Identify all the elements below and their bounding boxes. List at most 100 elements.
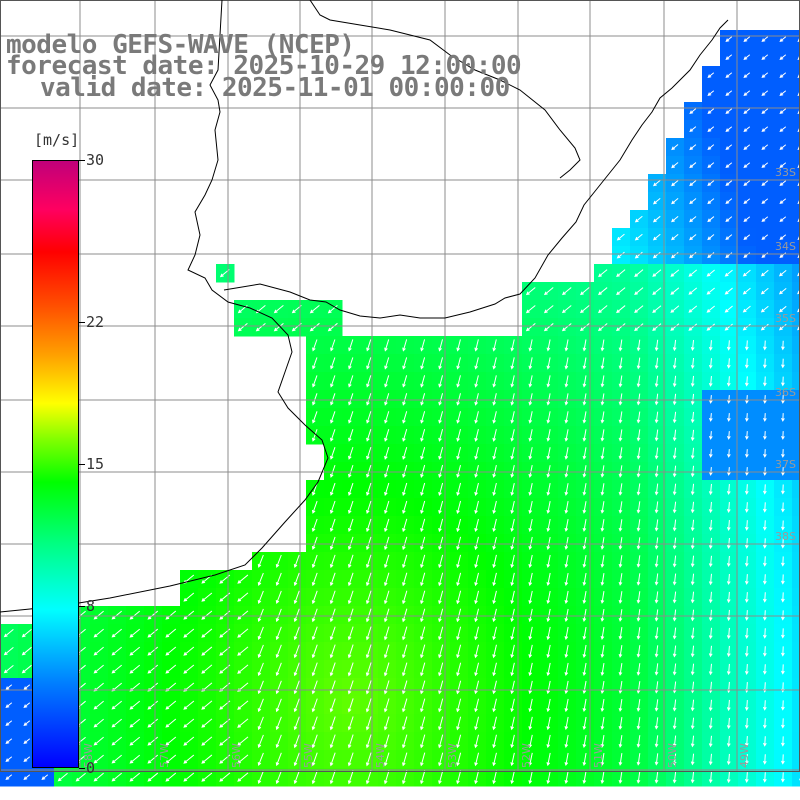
colorbar-tick-label: 30 bbox=[86, 151, 105, 169]
wind-arrow bbox=[564, 644, 569, 659]
wind-arrow bbox=[598, 287, 608, 296]
wind-arrow bbox=[330, 357, 336, 370]
wind-arrow bbox=[329, 590, 336, 605]
wind-arrow bbox=[147, 628, 159, 638]
wind-arrow bbox=[329, 572, 336, 587]
wind-arrow bbox=[492, 752, 497, 767]
wind-arrow bbox=[744, 520, 749, 531]
wind-arrow bbox=[654, 411, 659, 424]
wind-arrow bbox=[420, 608, 426, 623]
wind-arrow bbox=[528, 770, 533, 785]
wind-speed-cell bbox=[792, 318, 800, 337]
wind-arrow bbox=[618, 393, 623, 406]
wind-arrow bbox=[275, 644, 282, 659]
wind-arrow bbox=[312, 339, 318, 352]
wind-speed-cell bbox=[792, 444, 800, 463]
wind-arrow bbox=[744, 646, 749, 657]
wind-arrow bbox=[237, 574, 249, 584]
wind-arrow bbox=[600, 339, 605, 352]
wind-arrow bbox=[23, 738, 31, 744]
wind-arrow bbox=[510, 572, 515, 587]
wind-arrow bbox=[708, 483, 713, 496]
wind-arrow bbox=[618, 573, 623, 586]
wind-speed-cell bbox=[792, 480, 800, 499]
wind-arrow bbox=[93, 754, 104, 764]
wind-arrow bbox=[366, 429, 372, 442]
wind-arrow bbox=[744, 502, 749, 513]
wind-arrow bbox=[23, 774, 31, 780]
wind-arrow bbox=[564, 465, 569, 478]
wind-arrow bbox=[438, 518, 444, 533]
wind-arrow bbox=[546, 411, 551, 424]
lat-lon-grid bbox=[0, 0, 800, 772]
wind-arrow bbox=[293, 734, 300, 749]
wind-arrow bbox=[761, 54, 769, 60]
wind-arrow bbox=[778, 269, 787, 277]
wind-arrow bbox=[510, 770, 515, 785]
wind-arrow bbox=[762, 610, 767, 621]
wind-arrow bbox=[365, 536, 372, 551]
wind-arrow bbox=[616, 251, 625, 259]
wind-arrow bbox=[311, 608, 318, 623]
wind-arrow bbox=[366, 375, 372, 388]
wind-arrow bbox=[781, 484, 785, 495]
wind-arrow bbox=[652, 305, 662, 313]
wind-arrow bbox=[347, 770, 354, 785]
wind-arrow bbox=[474, 644, 480, 659]
wind-arrow bbox=[183, 754, 195, 764]
wind-arrow bbox=[779, 126, 787, 132]
wind-arrow bbox=[725, 144, 733, 150]
wind-arrow bbox=[618, 339, 623, 352]
wind-arrow bbox=[779, 198, 787, 204]
wind-arrow bbox=[761, 198, 769, 204]
wind-arrow bbox=[348, 464, 354, 478]
wind-arrow bbox=[402, 446, 408, 460]
wind-arrow bbox=[582, 734, 587, 749]
wind-arrow bbox=[23, 684, 31, 690]
wind-arrow bbox=[347, 608, 354, 623]
wind-arrow bbox=[672, 357, 677, 370]
wind-arrow bbox=[688, 305, 698, 313]
wind-arrow bbox=[546, 375, 551, 388]
wind-arrow bbox=[654, 393, 659, 406]
wind-arrow bbox=[438, 752, 444, 767]
wind-arrow bbox=[348, 393, 354, 406]
wind-arrow bbox=[384, 446, 390, 460]
wind-arrow bbox=[438, 482, 444, 496]
wind-arrow bbox=[402, 339, 408, 352]
wind-arrow bbox=[707, 72, 715, 78]
colorbar-unit-label: [m/s] bbox=[34, 131, 80, 149]
wind-arrow bbox=[636, 465, 641, 478]
wind-arrow bbox=[347, 536, 354, 551]
wind-arrow bbox=[689, 162, 697, 169]
wind-arrow bbox=[456, 554, 462, 569]
wind-arrow bbox=[652, 215, 661, 223]
wind-arrow bbox=[273, 322, 284, 332]
wind-arrow bbox=[492, 698, 497, 713]
wind-speed-cell bbox=[792, 210, 800, 229]
wind-arrow bbox=[528, 393, 533, 406]
wind-arrow bbox=[654, 627, 659, 640]
wind-arrow bbox=[456, 752, 462, 767]
wind-arrow bbox=[366, 393, 372, 406]
map-title-forecast-date: forecast date: 2025-10-29 12:00:00 bbox=[6, 51, 522, 81]
wind-arrow bbox=[528, 608, 533, 623]
wind-arrow bbox=[510, 429, 515, 442]
wind-arrow bbox=[760, 305, 769, 313]
wind-arrow bbox=[401, 644, 408, 659]
wind-arrow bbox=[275, 608, 282, 623]
wind-arrow bbox=[546, 662, 551, 677]
wind-arrow bbox=[492, 464, 497, 478]
wind-arrow bbox=[365, 626, 372, 641]
wind-speed-cell bbox=[792, 102, 800, 121]
wind-arrow bbox=[492, 716, 497, 731]
wind-arrow bbox=[618, 555, 623, 568]
wind-arrow bbox=[438, 375, 444, 388]
wind-arrow bbox=[582, 447, 587, 460]
wind-arrow bbox=[257, 680, 264, 695]
wind-arrow bbox=[312, 375, 318, 388]
wind-arrow bbox=[744, 556, 749, 567]
wind-arrow bbox=[474, 770, 480, 785]
wind-arrow bbox=[761, 108, 769, 114]
wind-arrow bbox=[420, 339, 426, 352]
